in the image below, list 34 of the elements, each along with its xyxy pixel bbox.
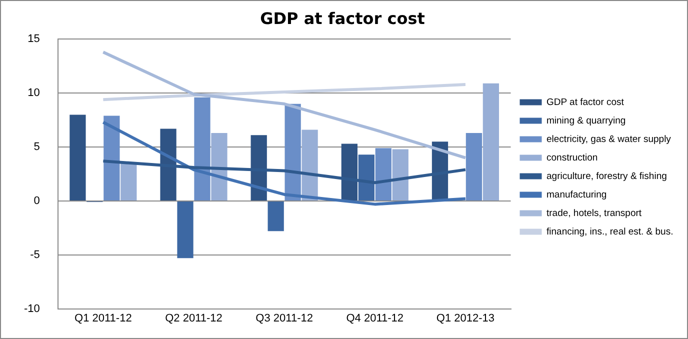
y-tick-label: -5 [30, 248, 40, 261]
legend-label: agriculture, forestry & fishing [546, 170, 667, 182]
x-tick-label: Q1 2012-13 [436, 312, 495, 324]
legend-label: manufacturing [546, 189, 607, 200]
bar [70, 114, 86, 200]
y-tick-label: 5 [34, 141, 40, 154]
bar [375, 148, 392, 200]
bar [482, 83, 500, 200]
legend-label: mining & quarrying [546, 115, 626, 126]
bar [194, 97, 210, 200]
y-tick-label: 0 [34, 194, 40, 207]
y-tick-label: 10 [28, 87, 40, 100]
bar [392, 149, 408, 200]
bar [268, 201, 284, 232]
bar [284, 104, 301, 200]
legend-label: trade, hotels, transport [546, 208, 642, 219]
bar [104, 116, 120, 200]
bar [211, 133, 228, 200]
bar [120, 163, 137, 200]
bar [177, 201, 194, 258]
legend-label: electricity, gas & water supply [546, 134, 672, 145]
bar [466, 133, 482, 200]
legend-label: financing, ins., real est. & bus. [546, 226, 674, 238]
y-tick-label: -10 [24, 302, 40, 315]
x-tick-label: Q3 2011-12 [256, 312, 313, 324]
legend-label: GDP at factor cost [546, 96, 624, 108]
x-tick-label: Q4 2011-12 [346, 312, 404, 324]
chart-title: GDP at factor cost [260, 8, 426, 28]
bar [358, 154, 374, 200]
bar [302, 130, 318, 200]
legend-label: construction [546, 152, 598, 164]
x-tick-label: Q1 2011-12 [74, 312, 132, 324]
x-tick-label: Q2 2011-12 [165, 312, 222, 324]
y-tick-label: 15 [28, 33, 40, 46]
